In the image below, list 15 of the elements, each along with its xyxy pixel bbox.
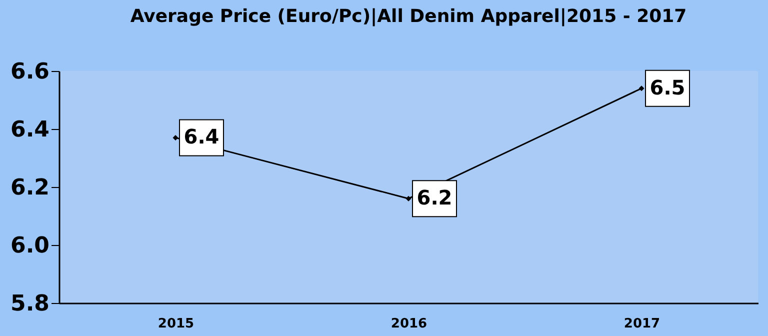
y-tick-label: 6.4 bbox=[10, 118, 50, 142]
data-label: 6.4 bbox=[184, 124, 220, 149]
y-tick-label: 6.6 bbox=[10, 60, 50, 84]
y-tick-label: 6.2 bbox=[10, 176, 50, 200]
y-tick-label: 5.8 bbox=[10, 292, 50, 316]
x-tick-label: 2017 bbox=[624, 316, 660, 332]
data-label: 6.2 bbox=[416, 186, 452, 210]
y-tick-label: 6.0 bbox=[10, 234, 50, 258]
x-tick-label: 2015 bbox=[158, 316, 194, 332]
point bbox=[172, 134, 178, 140]
data-label: 6.5 bbox=[650, 75, 686, 100]
x-tick-label: 2016 bbox=[390, 316, 428, 332]
point bbox=[406, 196, 412, 202]
chart-title: Average Price (Euro/Pc)|All Denim Apparel|2015 - 2017 bbox=[130, 6, 687, 27]
point bbox=[638, 86, 644, 92]
